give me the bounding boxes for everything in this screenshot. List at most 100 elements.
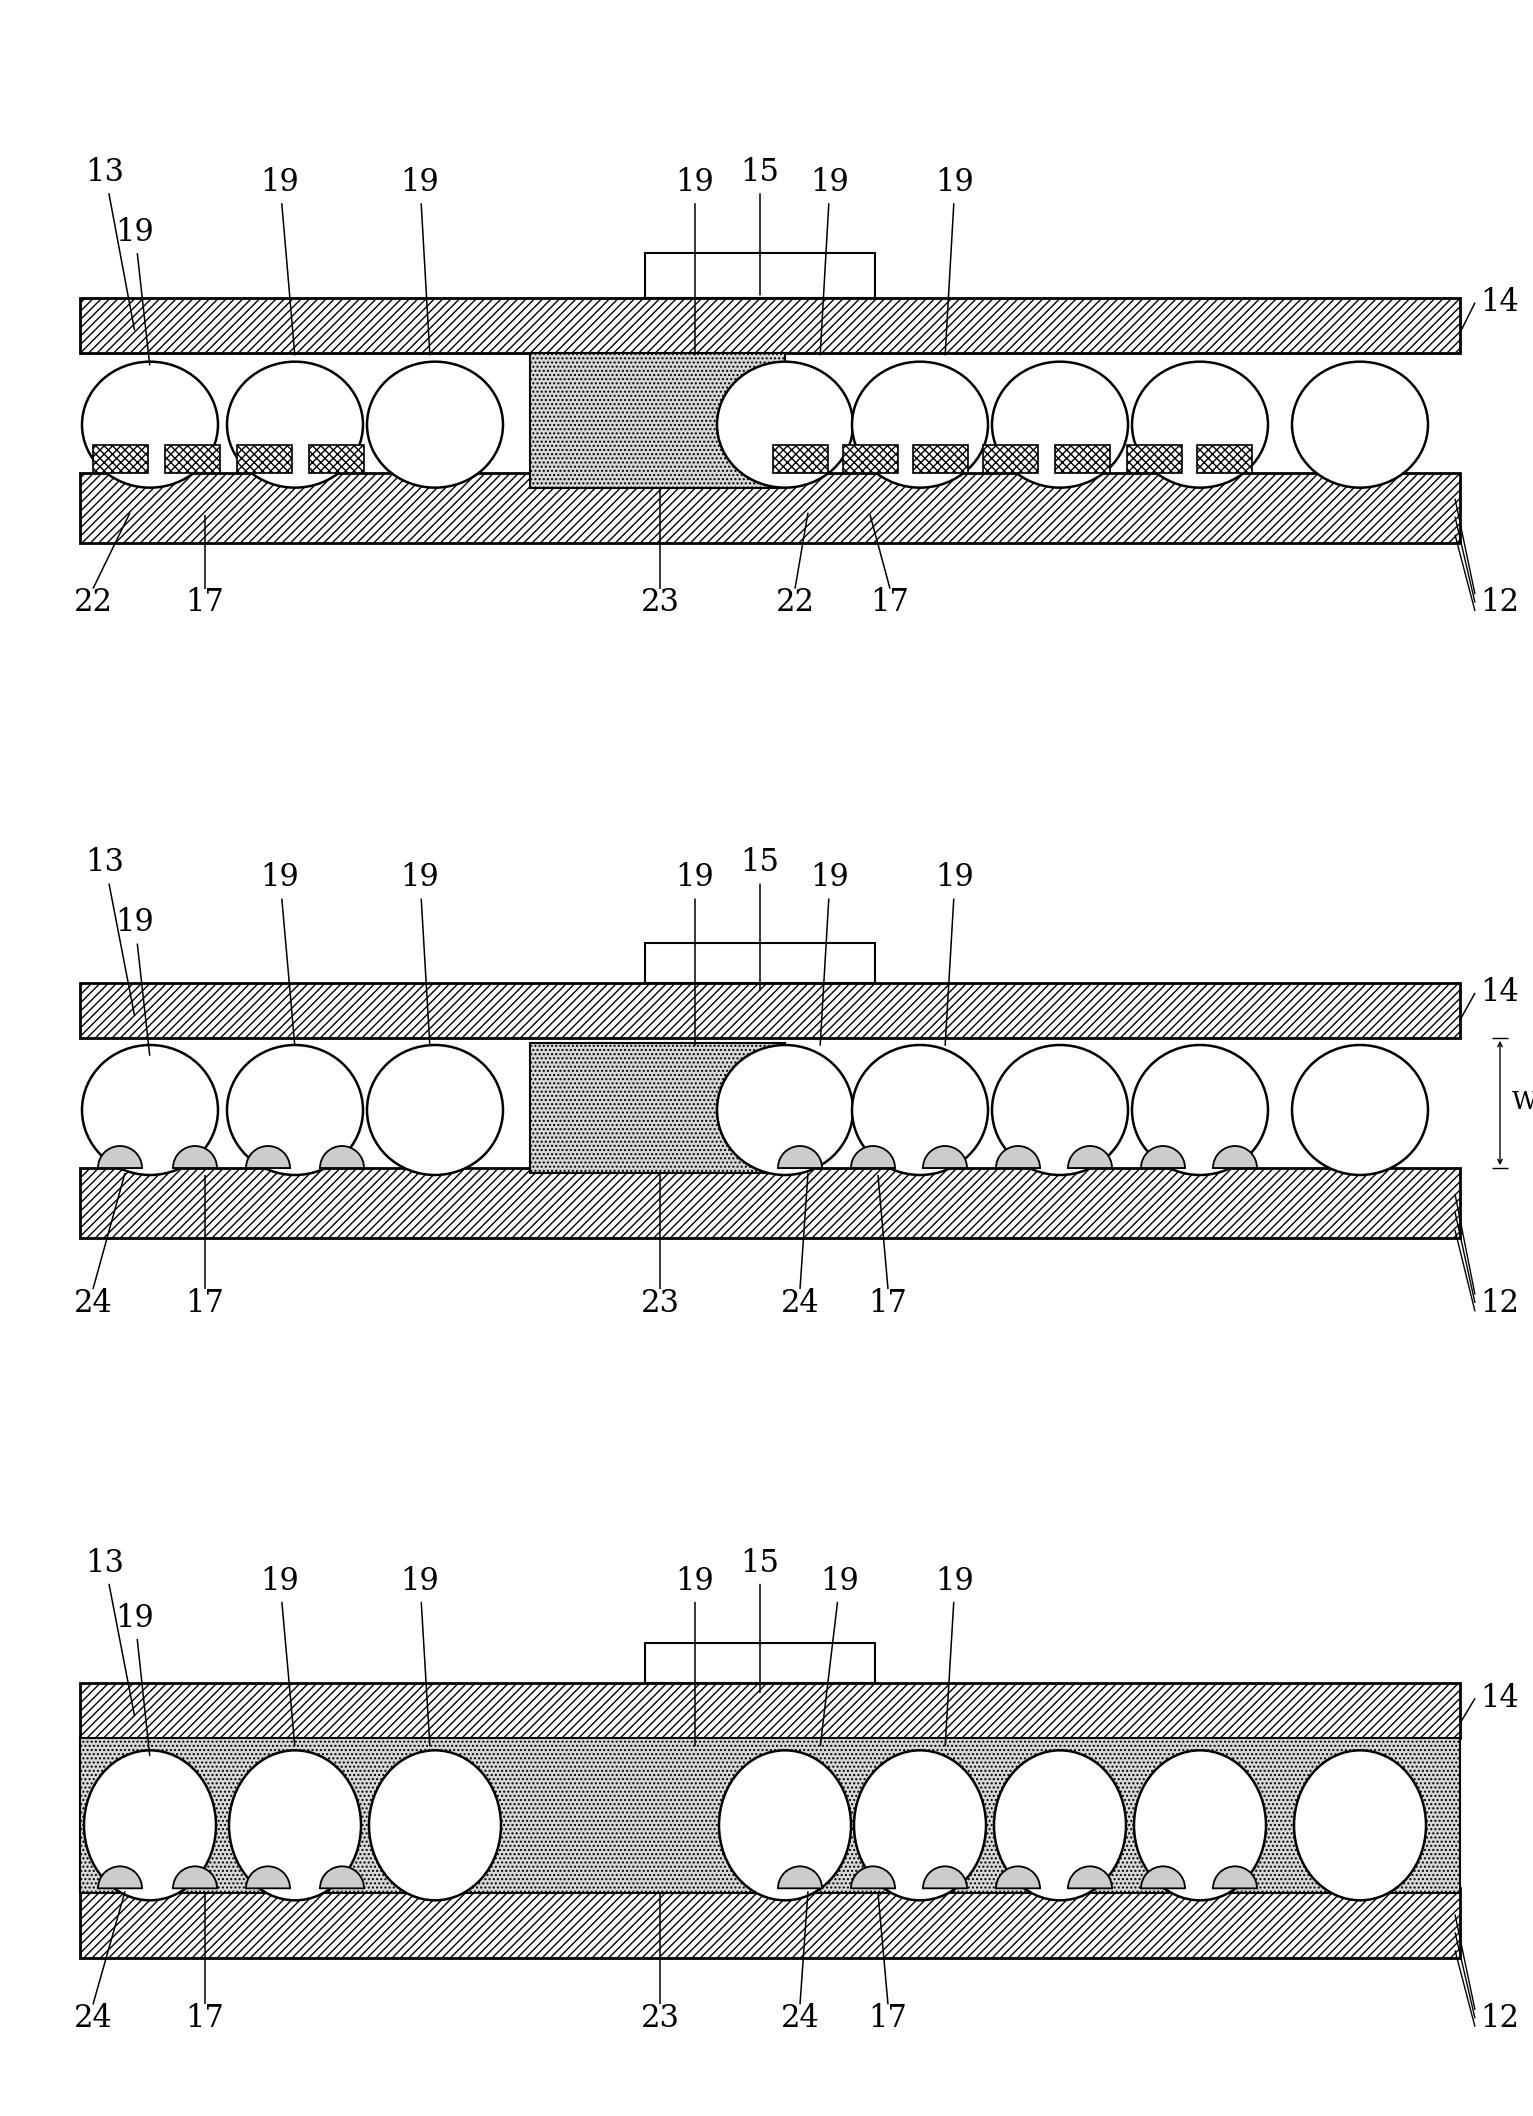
Bar	[843, 444, 897, 472]
Text: 19: 19	[400, 863, 440, 1045]
Wedge shape	[923, 1147, 967, 1168]
Bar	[308, 444, 363, 472]
Bar	[645, 252, 875, 298]
Bar	[1055, 444, 1110, 472]
Text: 24: 24	[780, 1287, 819, 1318]
Text: 14: 14	[1479, 288, 1519, 317]
Text: 19: 19	[400, 167, 440, 355]
Text: 22: 22	[74, 586, 112, 618]
Text: 19: 19	[261, 1566, 299, 1746]
Wedge shape	[1141, 1866, 1185, 1887]
Wedge shape	[851, 1147, 895, 1168]
Ellipse shape	[369, 1750, 501, 1900]
Text: 19: 19	[676, 167, 714, 355]
Ellipse shape	[852, 362, 987, 487]
Ellipse shape	[1292, 1045, 1429, 1174]
Text: 19: 19	[676, 1566, 714, 1746]
Bar	[530, 1043, 785, 1172]
Ellipse shape	[366, 362, 503, 487]
Text: 19: 19	[676, 863, 714, 1045]
Ellipse shape	[227, 1045, 363, 1174]
Text: 22: 22	[776, 586, 814, 618]
Bar	[773, 444, 828, 472]
Text: 19: 19	[811, 167, 849, 355]
Wedge shape	[923, 1866, 967, 1887]
Ellipse shape	[717, 1045, 852, 1174]
Text: 19: 19	[115, 1602, 155, 1756]
Text: 23: 23	[641, 1287, 679, 1318]
Ellipse shape	[81, 1045, 218, 1174]
Bar	[912, 444, 967, 472]
Bar	[80, 1168, 1459, 1238]
Ellipse shape	[1134, 1750, 1266, 1900]
Wedge shape	[996, 1147, 1039, 1168]
Text: 13: 13	[86, 1547, 135, 1716]
Bar	[80, 1739, 1459, 1894]
Wedge shape	[779, 1866, 822, 1887]
Text: 12: 12	[1479, 586, 1519, 618]
Text: 19: 19	[820, 1566, 860, 1746]
Ellipse shape	[717, 362, 852, 487]
Ellipse shape	[852, 1045, 987, 1174]
Text: 19: 19	[261, 167, 299, 355]
Bar	[80, 1684, 1459, 1739]
Text: 24: 24	[74, 2004, 112, 2033]
Wedge shape	[245, 1147, 290, 1168]
Text: 24: 24	[74, 1287, 112, 1318]
Text: 17: 17	[871, 586, 909, 618]
Ellipse shape	[992, 362, 1128, 487]
Text: 15: 15	[740, 157, 779, 294]
Text: 19: 19	[115, 218, 155, 364]
Wedge shape	[1141, 1147, 1185, 1168]
Text: 17: 17	[185, 2004, 224, 2033]
Wedge shape	[851, 1866, 895, 1887]
Wedge shape	[98, 1147, 143, 1168]
Wedge shape	[173, 1866, 218, 1887]
Ellipse shape	[854, 1750, 986, 1900]
Text: 19: 19	[935, 167, 975, 355]
Text: 19: 19	[811, 863, 849, 1045]
Ellipse shape	[719, 1750, 851, 1900]
Ellipse shape	[1131, 1045, 1268, 1174]
Text: 15: 15	[740, 849, 779, 990]
Text: 17: 17	[185, 586, 224, 618]
Ellipse shape	[366, 1045, 503, 1174]
Text: 17: 17	[185, 1287, 224, 1318]
Wedge shape	[996, 1866, 1039, 1887]
Text: 19: 19	[115, 908, 155, 1056]
Text: 19: 19	[400, 1566, 440, 1746]
Wedge shape	[1213, 1866, 1257, 1887]
Ellipse shape	[1131, 362, 1268, 487]
Wedge shape	[320, 1147, 363, 1168]
Text: 19: 19	[935, 863, 975, 1045]
Ellipse shape	[993, 1750, 1127, 1900]
Bar	[92, 444, 147, 472]
Text: 17: 17	[869, 1287, 908, 1318]
Text: 15: 15	[740, 1547, 779, 1693]
Ellipse shape	[84, 1750, 216, 1900]
Wedge shape	[779, 1147, 822, 1168]
Wedge shape	[173, 1147, 218, 1168]
Bar	[645, 944, 875, 984]
Wedge shape	[98, 1866, 143, 1887]
Text: 13: 13	[86, 157, 135, 330]
Text: 14: 14	[1479, 978, 1519, 1009]
Bar	[80, 984, 1459, 1039]
Text: 17: 17	[869, 2004, 908, 2033]
Bar	[983, 444, 1038, 472]
Ellipse shape	[1292, 362, 1429, 487]
Text: 14: 14	[1479, 1682, 1519, 1714]
Bar	[530, 353, 785, 487]
Text: 19: 19	[261, 863, 299, 1045]
Ellipse shape	[1294, 1750, 1426, 1900]
Text: 23: 23	[641, 2004, 679, 2033]
Text: 12: 12	[1479, 1287, 1519, 1318]
Ellipse shape	[992, 1045, 1128, 1174]
Bar	[236, 444, 291, 472]
Wedge shape	[245, 1866, 290, 1887]
Wedge shape	[320, 1866, 363, 1887]
Text: W: W	[1512, 1092, 1533, 1115]
Bar	[1196, 444, 1251, 472]
Bar	[1127, 444, 1182, 472]
Text: 19: 19	[935, 1566, 975, 1746]
